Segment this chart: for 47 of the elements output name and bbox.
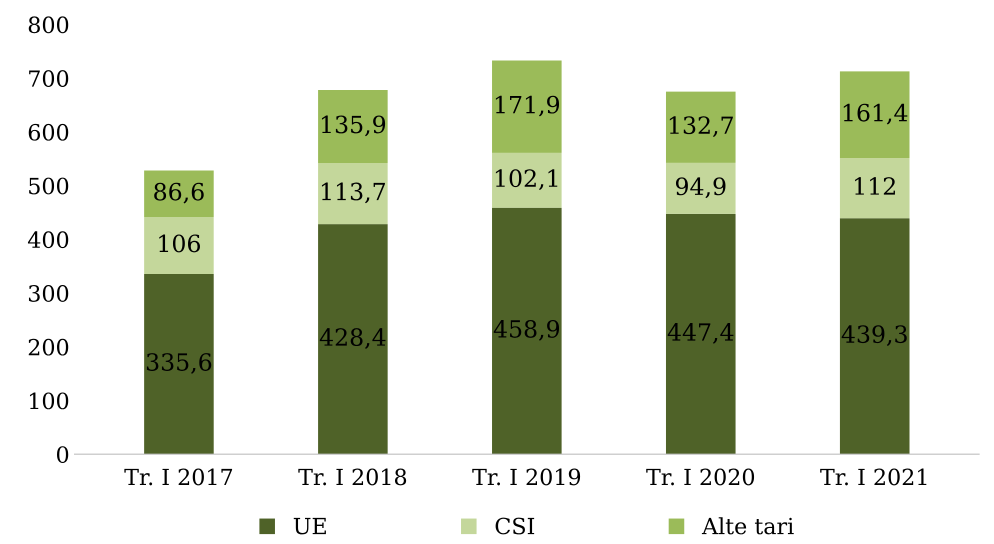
bar <box>840 218 910 454</box>
data-label: 86,6 <box>154 182 204 204</box>
bar <box>318 90 388 164</box>
bar <box>666 214 736 454</box>
bar <box>666 162 736 214</box>
y-tick-label: 300 <box>28 285 68 302</box>
y-tick-label: 100 <box>30 392 68 410</box>
y-tick-label: 200 <box>28 338 68 356</box>
bar <box>492 60 562 153</box>
bar <box>840 158 910 218</box>
data-label: 112 <box>855 177 895 195</box>
legend-label: Alte tari <box>702 517 794 534</box>
data-label: 161,4 <box>844 104 908 124</box>
x-tick-label: Tr. I 2021 <box>820 468 926 486</box>
y-tick-label: 0 <box>57 446 68 463</box>
data-label: 171,9 <box>496 96 560 116</box>
bar <box>318 224 388 454</box>
data-label: 102,1 <box>496 169 558 190</box>
bar <box>144 274 214 454</box>
bar <box>666 92 736 163</box>
data-label: 335,6 <box>146 353 212 374</box>
data-label: 135,9 <box>322 116 386 136</box>
data-label: 113,7 <box>322 182 385 204</box>
bar <box>492 208 562 454</box>
bar <box>840 71 910 158</box>
bar <box>318 163 388 224</box>
bar <box>144 170 214 218</box>
x-tick-label: Tr. I 2020 <box>646 468 754 486</box>
data-label: 447,4 <box>668 323 734 344</box>
y-tick-label: 500 <box>29 178 68 194</box>
x-tick-label: Tr. I 2017 <box>124 468 232 486</box>
y-tick-label: 600 <box>28 124 68 141</box>
data-label: 428,4 <box>320 328 386 349</box>
bar <box>144 217 214 274</box>
data-label: 439,3 <box>842 325 907 346</box>
data-label: 94,9 <box>676 177 726 198</box>
y-tick-label: 800 <box>28 16 68 34</box>
legend-label: CSI <box>496 518 534 534</box>
data-label: 106 <box>159 234 200 252</box>
data-label: 458,9 <box>494 320 560 341</box>
y-tick-label: 400 <box>28 231 68 248</box>
x-tick-label: Tr. I 2018 <box>298 468 406 486</box>
y-tick-label: 700 <box>29 70 68 87</box>
bar <box>492 152 562 208</box>
x-tick-label: Tr. I 2019 <box>472 468 580 486</box>
data-label: 132,7 <box>670 116 733 138</box>
legend-label: UE <box>294 518 326 534</box>
